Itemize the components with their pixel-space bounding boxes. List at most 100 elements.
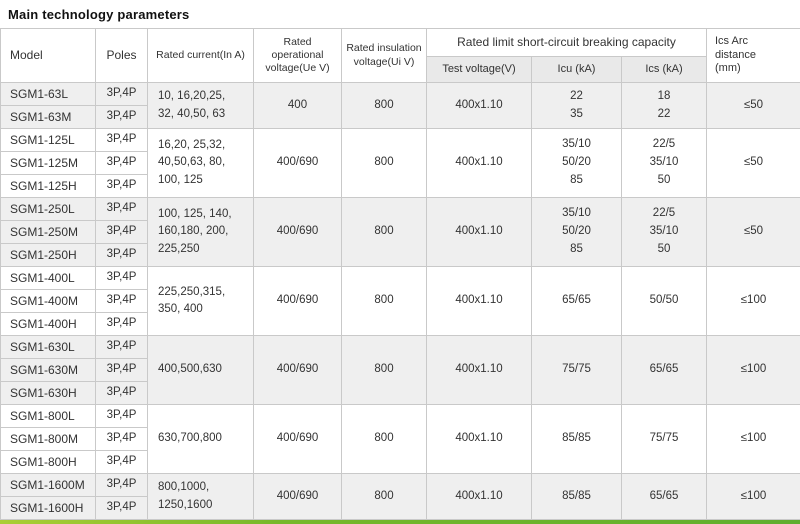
page-title: Main technology parameters <box>0 0 800 28</box>
insulation-voltage-cell: 800 <box>342 129 427 198</box>
poles-cell: 3P,4P <box>96 244 148 267</box>
operational-voltage-cell: 400/690 <box>254 129 342 198</box>
ics-cell: 65/65 <box>622 474 707 520</box>
bottom-accent-bar <box>0 520 800 524</box>
test-voltage-cell: 400x1.10 <box>427 83 532 129</box>
poles-cell: 3P,4P <box>96 175 148 198</box>
ics-cell: 75/75 <box>622 405 707 474</box>
icu-cell: 35/10 50/20 85 <box>532 129 622 198</box>
ics-cell: 22/5 35/10 50 <box>622 198 707 267</box>
icu-cell: 22 35 <box>532 83 622 129</box>
arc-distance-cell: ≤100 <box>707 474 800 520</box>
arc-distance-cell: ≤100 <box>707 405 800 474</box>
model-cell: SGM1-630M <box>1 359 96 382</box>
poles-cell: 3P,4P <box>96 313 148 336</box>
operational-voltage-cell: 400/690 <box>254 405 342 474</box>
arc-distance-cell: ≤100 <box>707 267 800 336</box>
rated-current-cell: 225,250,315, 350, 400 <box>148 267 254 336</box>
rated-current-cell: 630,700,800 <box>148 405 254 474</box>
model-cell: SGM1-125H <box>1 175 96 198</box>
header-test-voltage: Test voltage(V) <box>427 57 532 83</box>
model-cell: SGM1-630H <box>1 382 96 405</box>
operational-voltage-cell: 400/690 <box>254 267 342 336</box>
header-insulation-voltage: Rated insulation voltage(Ui V) <box>342 29 427 83</box>
model-cell: SGM1-630L <box>1 336 96 359</box>
model-cell: SGM1-800H <box>1 451 96 474</box>
poles-cell: 3P,4P <box>96 267 148 290</box>
operational-voltage-cell: 400/690 <box>254 474 342 520</box>
arc-distance-cell: ≤50 <box>707 83 800 129</box>
model-cell: SGM1-250H <box>1 244 96 267</box>
test-voltage-cell: 400x1.10 <box>427 129 532 198</box>
header-rated-current: Rated current(In A) <box>148 29 254 83</box>
ics-cell: 50/50 <box>622 267 707 336</box>
insulation-voltage-cell: 800 <box>342 405 427 474</box>
header-operational-voltage: Rated operational voltage(Ue V) <box>254 29 342 83</box>
poles-cell: 3P,4P <box>96 428 148 451</box>
test-voltage-cell: 400x1.10 <box>427 474 532 520</box>
poles-cell: 3P,4P <box>96 382 148 405</box>
operational-voltage-cell: 400 <box>254 83 342 129</box>
model-cell: SGM1-800M <box>1 428 96 451</box>
header-arc-distance: Ics Arc distance (mm) <box>707 29 800 83</box>
poles-cell: 3P,4P <box>96 83 148 106</box>
poles-cell: 3P,4P <box>96 290 148 313</box>
model-cell: SGM1-400M <box>1 290 96 313</box>
poles-cell: 3P,4P <box>96 451 148 474</box>
poles-cell: 3P,4P <box>96 198 148 221</box>
icu-cell: 65/65 <box>532 267 622 336</box>
operational-voltage-cell: 400/690 <box>254 198 342 267</box>
header-ics: Ics (kA) <box>622 57 707 83</box>
poles-cell: 3P,4P <box>96 221 148 244</box>
operational-voltage-cell: 400/690 <box>254 336 342 405</box>
model-cell: SGM1-1600M <box>1 474 96 497</box>
model-cell: SGM1-125L <box>1 129 96 152</box>
poles-cell: 3P,4P <box>96 359 148 382</box>
header-poles: Poles <box>96 29 148 83</box>
model-cell: SGM1-63M <box>1 106 96 129</box>
test-voltage-cell: 400x1.10 <box>427 336 532 405</box>
model-cell: SGM1-63L <box>1 83 96 106</box>
insulation-voltage-cell: 800 <box>342 198 427 267</box>
icu-cell: 85/85 <box>532 474 622 520</box>
rated-current-cell: 100, 125, 140, 160,180, 200, 225,250 <box>148 198 254 267</box>
poles-cell: 3P,4P <box>96 474 148 497</box>
poles-cell: 3P,4P <box>96 106 148 129</box>
rated-current-cell: 400,500,630 <box>148 336 254 405</box>
ics-cell: 22/5 35/10 50 <box>622 129 707 198</box>
arc-distance-cell: ≤100 <box>707 336 800 405</box>
parameters-table: Model Poles Rated current(In A) Rated op… <box>0 28 800 520</box>
rated-current-cell: 800,1000, 1250,1600 <box>148 474 254 520</box>
poles-cell: 3P,4P <box>96 129 148 152</box>
rated-current-cell: 16,20, 25,32, 40,50,63, 80, 100, 125 <box>148 129 254 198</box>
insulation-voltage-cell: 800 <box>342 83 427 129</box>
arc-distance-cell: ≤50 <box>707 129 800 198</box>
insulation-voltage-cell: 800 <box>342 267 427 336</box>
model-cell: SGM1-250L <box>1 198 96 221</box>
icu-cell: 35/10 50/20 85 <box>532 198 622 267</box>
header-row-main: Model Poles Rated current(In A) Rated op… <box>1 29 800 57</box>
model-cell: SGM1-800L <box>1 405 96 428</box>
poles-cell: 3P,4P <box>96 405 148 428</box>
arc-distance-cell: ≤50 <box>707 198 800 267</box>
poles-cell: 3P,4P <box>96 336 148 359</box>
test-voltage-cell: 400x1.10 <box>427 198 532 267</box>
poles-cell: 3P,4P <box>96 152 148 175</box>
table-header: Model Poles Rated current(In A) Rated op… <box>1 29 800 83</box>
model-cell: SGM1-400H <box>1 313 96 336</box>
header-model: Model <box>1 29 96 83</box>
header-icu: Icu (kA) <box>532 57 622 83</box>
model-cell: SGM1-250M <box>1 221 96 244</box>
ics-cell: 65/65 <box>622 336 707 405</box>
header-breaking-capacity: Rated limit short-circuit breaking capac… <box>427 29 707 57</box>
rated-current-cell: 10, 16,20,25, 32, 40,50, 63 <box>148 83 254 129</box>
icu-cell: 75/75 <box>532 336 622 405</box>
model-cell: SGM1-1600H <box>1 497 96 520</box>
model-cell: SGM1-400L <box>1 267 96 290</box>
